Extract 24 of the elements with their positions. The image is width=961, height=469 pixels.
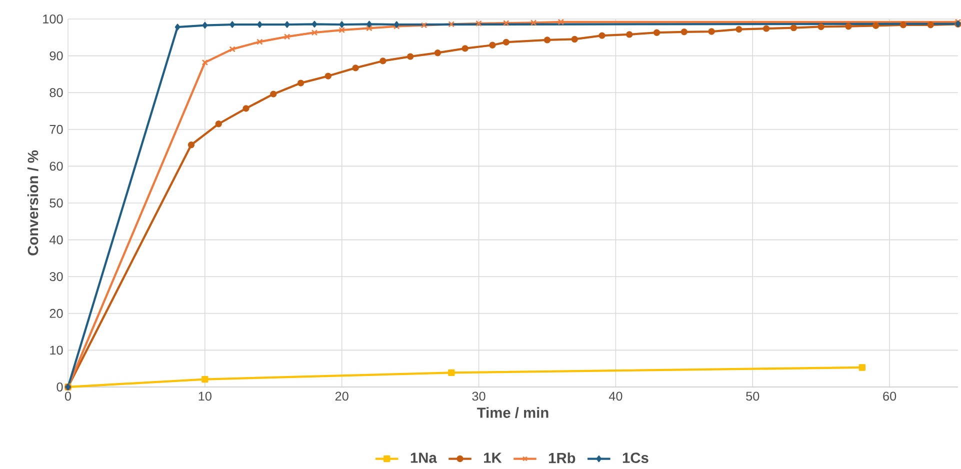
- x-tick-label: 30: [472, 392, 486, 401]
- y-tick-label: 20: [50, 308, 63, 318]
- x-tick-label: 40: [608, 392, 622, 401]
- y-axis-title: Conversion / %: [27, 150, 38, 256]
- x-tick-label: 50: [746, 392, 760, 401]
- y-tick-label: 10: [50, 346, 63, 355]
- legend-label: 1Na: [410, 452, 437, 463]
- y-tick-label: 70: [50, 124, 63, 134]
- y-tick-label: 30: [50, 272, 63, 282]
- y-tick-label: 100: [43, 14, 63, 24]
- y-tick-label: 90: [50, 51, 63, 60]
- y-tick-label: 80: [50, 88, 63, 98]
- x-tick-label: 60: [883, 392, 896, 401]
- y-tick-label: 40: [49, 235, 63, 244]
- y-tick-label: 60: [50, 162, 63, 171]
- y-tick-label: 0: [56, 382, 63, 392]
- x-tick-label: 0: [64, 392, 72, 401]
- legend-label: 1K: [484, 452, 502, 463]
- x-axis-title: Time / min: [477, 407, 548, 418]
- y-tick-label: 50: [50, 198, 63, 208]
- legend-label: 1Cs: [622, 452, 648, 464]
- x-tick-label: 20: [335, 392, 348, 401]
- legend-label: 1Rb: [549, 452, 576, 464]
- x-tick-label: 10: [198, 392, 212, 401]
